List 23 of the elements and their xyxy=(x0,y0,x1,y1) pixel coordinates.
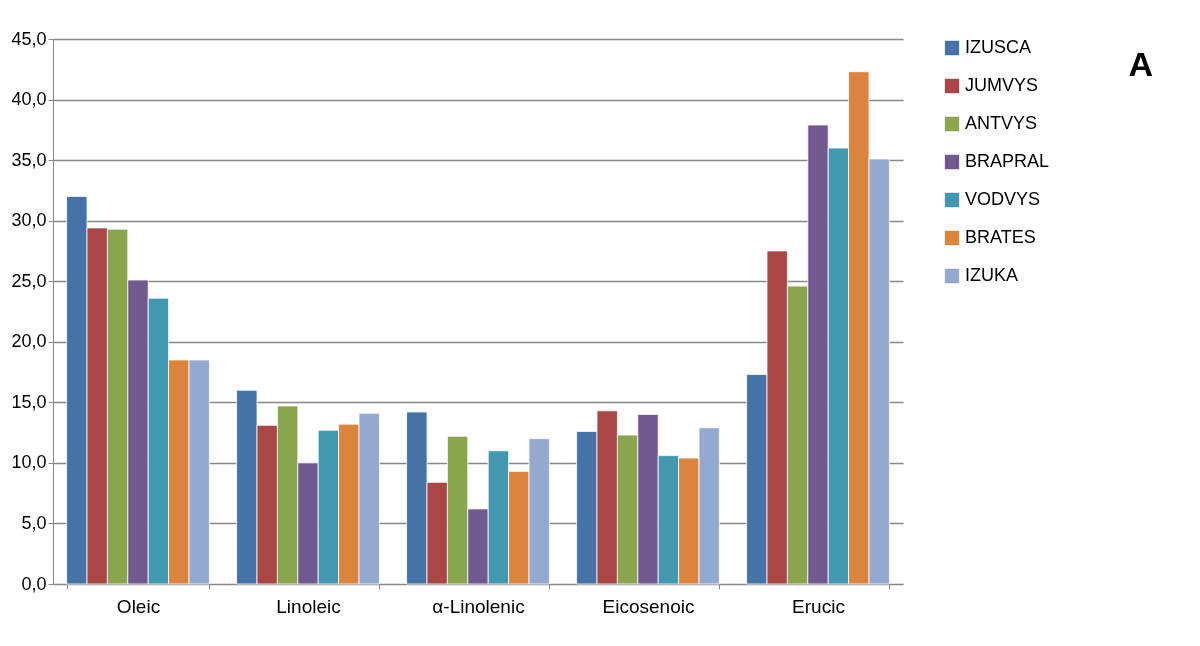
y-tick-label: 5,0 xyxy=(21,512,47,533)
y-tick-label: 45,0 xyxy=(11,28,47,49)
legend-label: IZUKA xyxy=(965,265,1019,285)
x-tick-label: Eicosenoic xyxy=(602,595,695,617)
y-tick-label: 20,0 xyxy=(11,331,47,352)
y-tick-label: 25,0 xyxy=(11,270,47,291)
legend-label: ANTVYS xyxy=(965,113,1038,133)
x-tick-label: Oleic xyxy=(116,595,161,617)
legend-label: BRATES xyxy=(965,227,1036,247)
y-tick-label: 15,0 xyxy=(11,391,47,412)
legend-label: VODVYS xyxy=(965,189,1041,209)
x-tick-label: α-Linolenic xyxy=(432,595,525,617)
x-tick-label: Linoleic xyxy=(276,595,341,617)
x-tick-label: Erucic xyxy=(792,595,845,617)
y-tick-label: 10,0 xyxy=(11,452,47,473)
y-tick-label: 40,0 xyxy=(11,89,47,110)
legend-label: IZUSCA xyxy=(965,37,1032,57)
y-tick-label: 30,0 xyxy=(11,210,47,231)
legend-label: JUMVYS xyxy=(965,75,1039,95)
legend-label: BRAPRAL xyxy=(965,151,1050,171)
text: A xyxy=(1128,45,1153,83)
y-tick-label: 35,0 xyxy=(11,149,47,170)
y-tick-label: 0,0 xyxy=(21,573,47,594)
